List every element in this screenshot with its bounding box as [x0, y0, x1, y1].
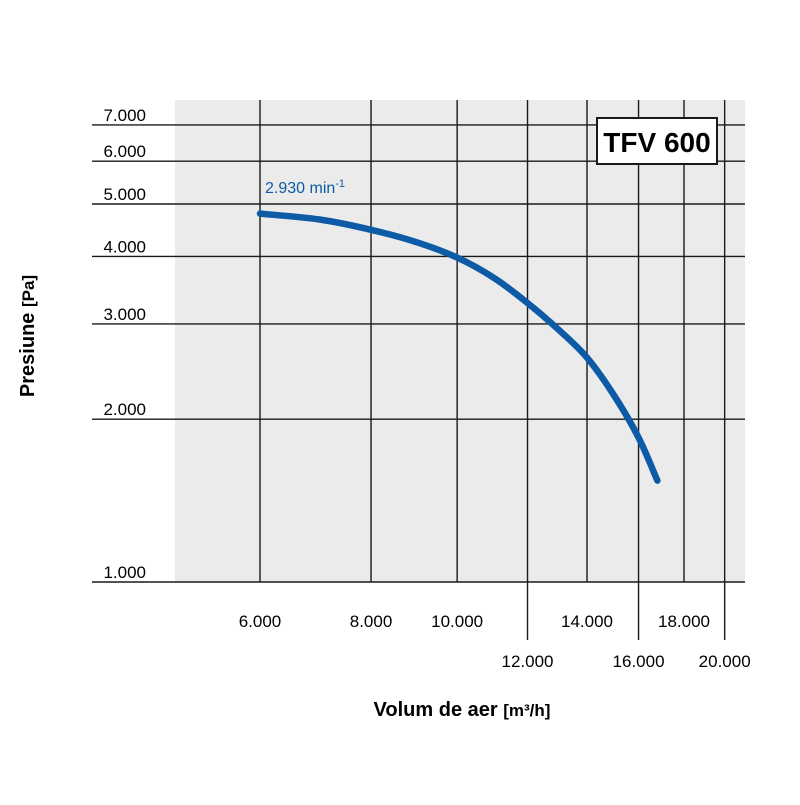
y-axis-unit: [Pa] — [19, 275, 38, 307]
y-tick-label: 4.000 — [103, 237, 146, 256]
x-axis-label: Volum de aer — [374, 699, 498, 721]
series-name: 2.930 min — [265, 180, 335, 197]
y-tick-label: 3.000 — [103, 305, 146, 324]
y-tick-label: 1.000 — [103, 563, 146, 582]
y-tick-label: 5.000 — [103, 185, 146, 204]
series-label: 2.930 min-1 — [265, 178, 345, 197]
plot-background — [175, 100, 745, 582]
y-tick-label: 7.000 — [103, 106, 146, 125]
y-axis-title: Presiune [Pa] — [17, 275, 39, 397]
chart-title: TFV 600 — [603, 127, 710, 158]
x-tick-label: 16.000 — [613, 652, 665, 671]
y-tick-label: 6.000 — [103, 142, 146, 161]
x-axis-unit: [m³/h] — [503, 701, 550, 720]
model-label-box: TFV 600 — [596, 117, 718, 165]
tick-labels: 1.000 2.000 3.000 4.000 5.000 6.000 7.000 6.000… — [103, 106, 750, 671]
y-axis-label: Presiune — [17, 313, 39, 397]
series-name-superscript: -1 — [335, 178, 345, 190]
x-tick-label: 8.000 — [350, 612, 393, 631]
grid-lines — [92, 100, 745, 640]
x-tick-label: 14.000 — [561, 612, 613, 631]
series-line — [256, 210, 661, 484]
y-tick-label: 2.000 — [103, 400, 146, 419]
curve-layer — [256, 210, 661, 484]
model-label-frame — [596, 117, 718, 165]
x-tick-label: 18.000 — [658, 612, 710, 631]
x-tick-label: 10.000 — [431, 612, 483, 631]
x-tick-label: 12.000 — [502, 652, 554, 671]
x-tick-label: 20.000 — [699, 652, 751, 671]
x-tick-label: 6.000 — [239, 612, 282, 631]
x-axis-title: Volum de aer [m³/h] — [374, 699, 551, 721]
